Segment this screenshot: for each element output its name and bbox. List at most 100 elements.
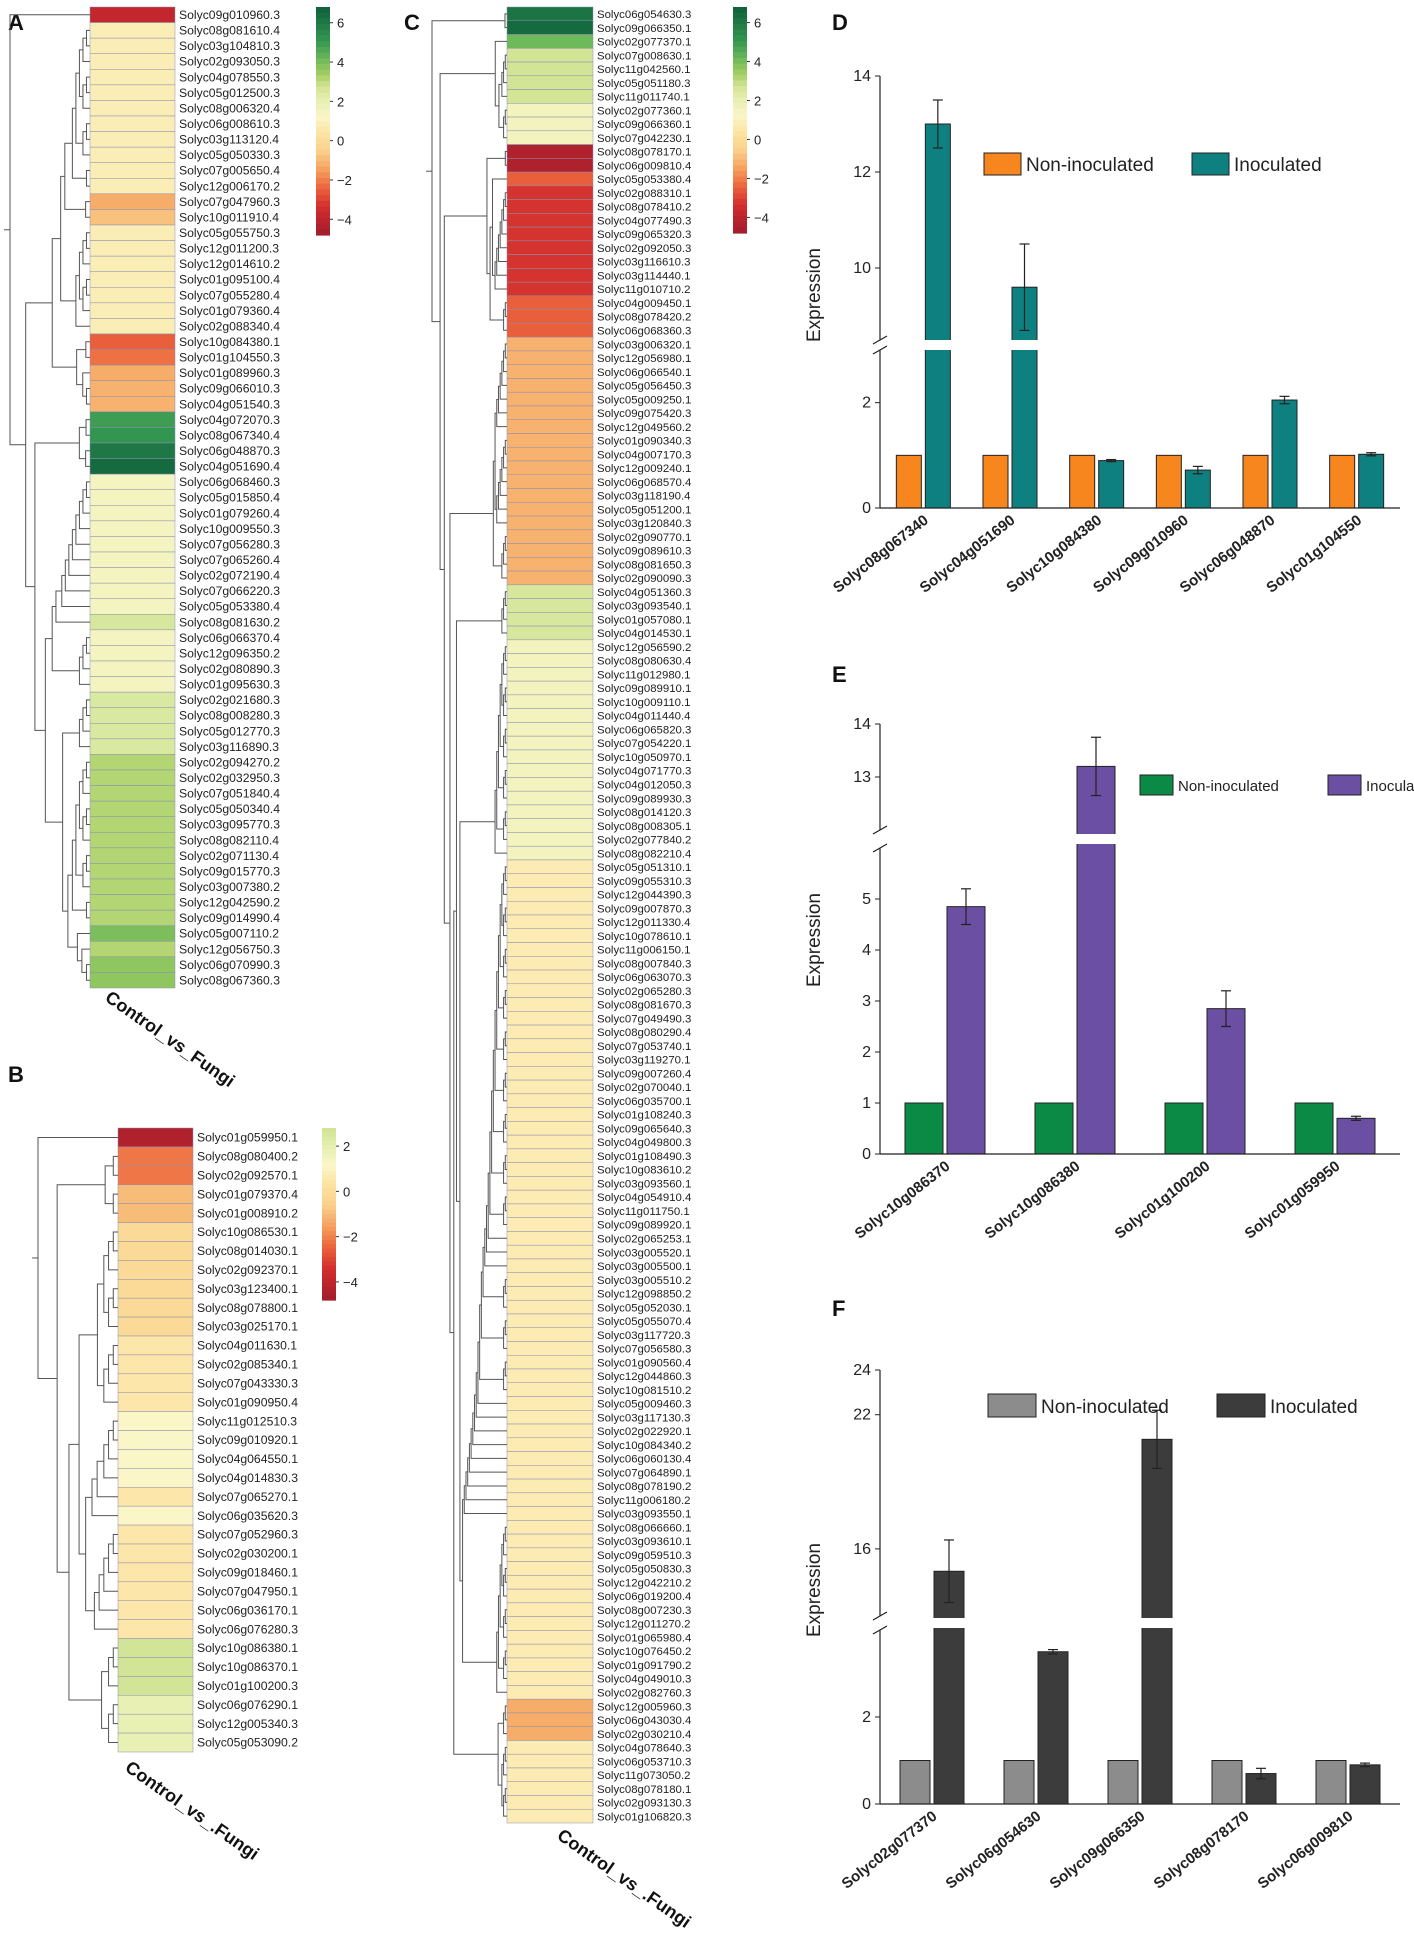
bar-d-noninoculated-bar bbox=[982, 454, 1009, 509]
bar-e-category-label: Solyc10g086370 bbox=[852, 1158, 954, 1243]
heatmap-a-dendro-branch-48 bbox=[76, 933, 90, 962]
heatmap-c-gene-label: Solyc09g089910.1 bbox=[597, 683, 691, 695]
heatmap-a-scale-step bbox=[316, 109, 330, 116]
heatmap-a-gene-label: Solyc08g067360.3 bbox=[179, 973, 280, 987]
heatmap-c-scale-step bbox=[733, 193, 747, 200]
bar-f-noninoculated-bar bbox=[1211, 1760, 1243, 1805]
bar-d-inoculated-bar bbox=[1184, 469, 1211, 509]
heatmap-a-dendro-branch-43 bbox=[85, 419, 90, 436]
heatmap-a-cell bbox=[89, 520, 176, 537]
heatmap-c-gene-label: Solyc08g007840.3 bbox=[597, 958, 691, 970]
bar-e-legend-label: Non-inoculated bbox=[1178, 778, 1279, 795]
heatmap-c-gene-label: Solyc02g077370.1 bbox=[597, 37, 691, 49]
heatmap-a-gene-label: Solyc07g066220.3 bbox=[179, 584, 280, 598]
heatmap-a-gene-label: Solyc08g008280.3 bbox=[179, 709, 280, 723]
heatmap-a-gene-label: Solyc05g050330.3 bbox=[179, 148, 280, 162]
heatmap-c-dendro-branch-85 bbox=[475, 1372, 507, 1418]
heatmap-c-dendro-branch-69 bbox=[504, 1196, 507, 1212]
heatmap-c-dendro-branch-20 bbox=[503, 446, 507, 469]
heatmap-b-cell bbox=[117, 1732, 194, 1753]
heatmap-c-dendro-branch-4 bbox=[504, 150, 507, 166]
heatmap-c-scale-step bbox=[733, 63, 747, 70]
heatmap-a-dendro-branch-55 bbox=[44, 638, 63, 823]
heatmap-c-dendro-branch-64 bbox=[503, 1120, 507, 1143]
heatmap-c-dendro-branch-26 bbox=[504, 536, 507, 551]
heatmap-c-dendro-branch-8 bbox=[499, 221, 507, 249]
heatmap-c-cell bbox=[506, 1368, 594, 1384]
heatmap-a-scale-step bbox=[316, 212, 330, 219]
bar-f-y-tick-label: 16 bbox=[853, 1541, 871, 1558]
heatmap-c-dendro-branch-125 bbox=[497, 1722, 504, 1786]
heatmap-c-scale-step bbox=[733, 23, 747, 31]
heatmap-a-scale-step bbox=[316, 166, 330, 173]
heatmap-b-gene-label: Solyc05g053090.2 bbox=[197, 1736, 298, 1750]
heatmap-c-cell bbox=[506, 956, 594, 971]
heatmap-a-scale-step bbox=[316, 75, 330, 82]
heatmap-a-gene-label: Solyc12g014610.2 bbox=[179, 257, 280, 271]
heatmap-c-gene-label: Solyc03g005510.2 bbox=[597, 1275, 691, 1287]
heatmap-c-dendro-branch-40 bbox=[504, 770, 507, 785]
heatmap-c-gene-label: Solyc08g080290.4 bbox=[597, 1027, 691, 1039]
heatmap-c-gene-label: Solyc11g042560.1 bbox=[597, 64, 691, 76]
heatmap-a-scale-step bbox=[316, 103, 330, 111]
heatmap-c-cell bbox=[506, 460, 594, 476]
heatmap-a-scale-step bbox=[316, 132, 330, 139]
heatmap-c-gene-label: Solyc05g009250.1 bbox=[597, 394, 691, 406]
heatmap-c-gene-label: Solyc09g007260.4 bbox=[597, 1068, 691, 1080]
heatmap-c-gene-label: Solyc12g011270.2 bbox=[597, 1619, 691, 1631]
heatmap-c-cell bbox=[506, 790, 594, 806]
heatmap-a-scale-step bbox=[316, 98, 330, 105]
heatmap-b-scale-step bbox=[322, 1244, 336, 1249]
bar-f-category-label: Solyc09g066350 bbox=[1047, 1808, 1149, 1893]
heatmap-c-scale-label: 2 bbox=[754, 94, 761, 109]
panel-label-b: B bbox=[8, 1062, 24, 1087]
heatmap-c-cell bbox=[506, 1396, 594, 1411]
bar-f-y-tick-label: 2 bbox=[862, 1709, 871, 1726]
heatmap-b-cell bbox=[117, 1657, 194, 1677]
bar-f-noninoculated-bar bbox=[1107, 1760, 1139, 1805]
heatmap-c-cell bbox=[506, 474, 594, 489]
bar-d-break-gap bbox=[923, 340, 953, 350]
bar-f-legend-swatch-noninoculated bbox=[987, 1393, 1037, 1418]
heatmap-c-cell bbox=[506, 1231, 594, 1246]
heatmap-b-gene-label: Solyc01g079370.4 bbox=[197, 1187, 298, 1201]
heatmap-c-cell bbox=[506, 1217, 594, 1232]
heatmap-c-dendro-branch-110 bbox=[501, 1764, 504, 1807]
heatmap-c-cell bbox=[506, 1685, 594, 1700]
heatmap-a-cell bbox=[89, 645, 176, 662]
heatmap-b-cell bbox=[117, 1260, 194, 1280]
heatmap-b-scale-step bbox=[322, 1214, 336, 1219]
heatmap-c-gene-label: Solyc04g012050.3 bbox=[597, 780, 691, 792]
bar-e-y-tick-label: 0 bbox=[862, 1146, 871, 1163]
heatmap-c-gene-label: Solyc05g009460.3 bbox=[597, 1399, 691, 1411]
heatmap-c-cell bbox=[506, 116, 594, 132]
heatmap-b-dendro-branch-1 bbox=[112, 1193, 118, 1214]
heatmap-c-gene-label: Solyc03g114440.1 bbox=[597, 270, 691, 282]
heatmap-c-cell bbox=[506, 1203, 594, 1218]
heatmap-a-gene-label: Solyc10g011910.4 bbox=[179, 210, 279, 224]
heatmap-c-cell bbox=[506, 1286, 594, 1301]
heatmap-c-scale-step bbox=[733, 204, 747, 211]
heatmap-c-cell bbox=[506, 1492, 594, 1507]
heatmap-c-cell bbox=[506, 1671, 594, 1686]
heatmap-a-dendro-branch-14 bbox=[85, 388, 90, 405]
bar-f-inoculated-bar bbox=[1349, 1764, 1381, 1805]
heatmap-c-cell bbox=[506, 612, 594, 627]
heatmap-a-scale-label: −2 bbox=[337, 173, 352, 188]
heatmap-c-cell bbox=[506, 1423, 594, 1439]
panel-label-c: C bbox=[404, 10, 420, 35]
heatmap-c-gene-label: Solyc02g065280.3 bbox=[597, 986, 691, 998]
bar-f-y-tick-label: 0 bbox=[862, 1796, 871, 1813]
heatmap-b-gene-label: Solyc02g085340.1 bbox=[197, 1358, 298, 1372]
heatmap-a-gene-label: Solyc06g008610.3 bbox=[179, 117, 280, 131]
heatmap-b-scale-step bbox=[322, 1149, 336, 1155]
heatmap-b-cell bbox=[117, 1279, 194, 1299]
heatmap-c-dendro-branch-16 bbox=[499, 372, 507, 400]
heatmap-a-gene-label: Solyc05g053380.4 bbox=[179, 600, 280, 614]
heatmap-b-dendro-branch-9 bbox=[103, 1368, 118, 1403]
heatmap-a-gene-label: Solyc02g071130.4 bbox=[179, 849, 279, 863]
heatmap-c-dendro-branch-54 bbox=[504, 990, 507, 1005]
heatmap-a-dendro-branch-58 bbox=[51, 238, 77, 368]
heatmap-c-cell bbox=[506, 1107, 594, 1122]
heatmap-a-scale-label: 4 bbox=[337, 55, 344, 70]
